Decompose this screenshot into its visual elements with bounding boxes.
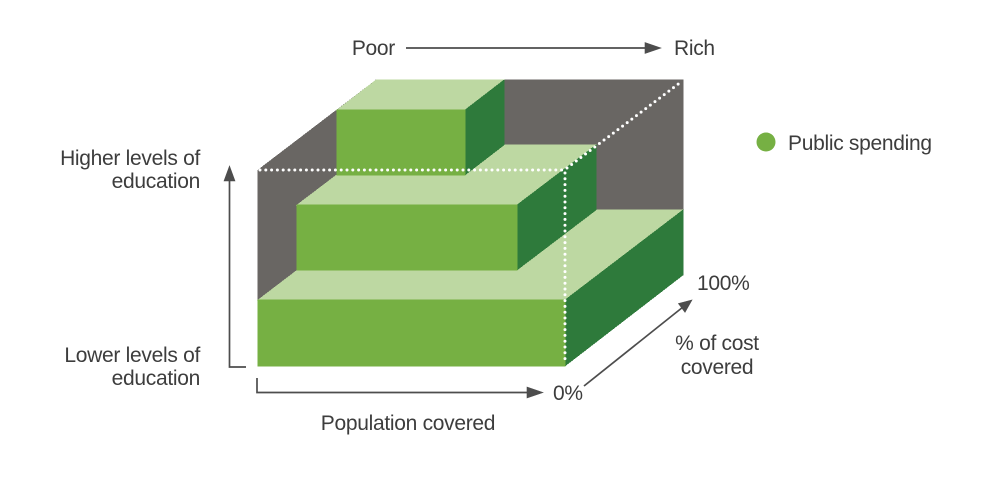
education-axis-low-label-line2: education xyxy=(112,367,200,390)
legend-item-label: Public spending xyxy=(788,132,932,155)
cost-axis-label-line1: % of cost xyxy=(675,332,759,355)
cost-axis-max-label: 100% xyxy=(697,272,750,295)
population-axis-arrow-line xyxy=(256,378,528,394)
cost-axis-min-label: 0% xyxy=(553,382,583,405)
population-axis-arrowhead-icon xyxy=(526,386,544,399)
wealth-axis-label-poor: Poor xyxy=(352,37,395,60)
step-upper-front-face xyxy=(336,109,466,176)
wealth-axis-label-rich: Rich xyxy=(674,37,715,60)
education-axis: Higher levels of education Lower levels … xyxy=(60,147,246,390)
cost-axis-arrowhead-icon xyxy=(677,299,693,313)
cost-axis-label-line2: covered xyxy=(681,356,754,379)
legend-marker-circle-icon xyxy=(756,132,776,152)
education-axis-high-label-line1: Higher levels of xyxy=(60,147,200,170)
cost-axis: 0% 100% % of cost covered xyxy=(553,272,760,405)
education-axis-arrowhead-icon xyxy=(223,165,236,182)
education-axis-high-label-line2: education xyxy=(112,170,200,193)
step-upper xyxy=(336,79,505,176)
hidden-edge-top-right xyxy=(565,80,683,170)
cost-axis-arrow-line xyxy=(583,306,684,387)
population-axis-label: Population covered xyxy=(321,412,495,435)
education-axis-low-label-line1: Lower levels of xyxy=(64,344,200,367)
education-axis-arrow-line xyxy=(228,179,246,368)
wealth-axis-arrowhead-icon xyxy=(644,42,662,54)
population-axis: Population covered xyxy=(256,378,544,435)
cube-hidden-edges xyxy=(258,80,683,365)
legend: Public spending xyxy=(756,132,932,155)
step-middle-front-face xyxy=(296,204,518,271)
step-lower-front-face xyxy=(257,299,566,367)
wealth-axis: Poor Rich xyxy=(352,37,715,60)
